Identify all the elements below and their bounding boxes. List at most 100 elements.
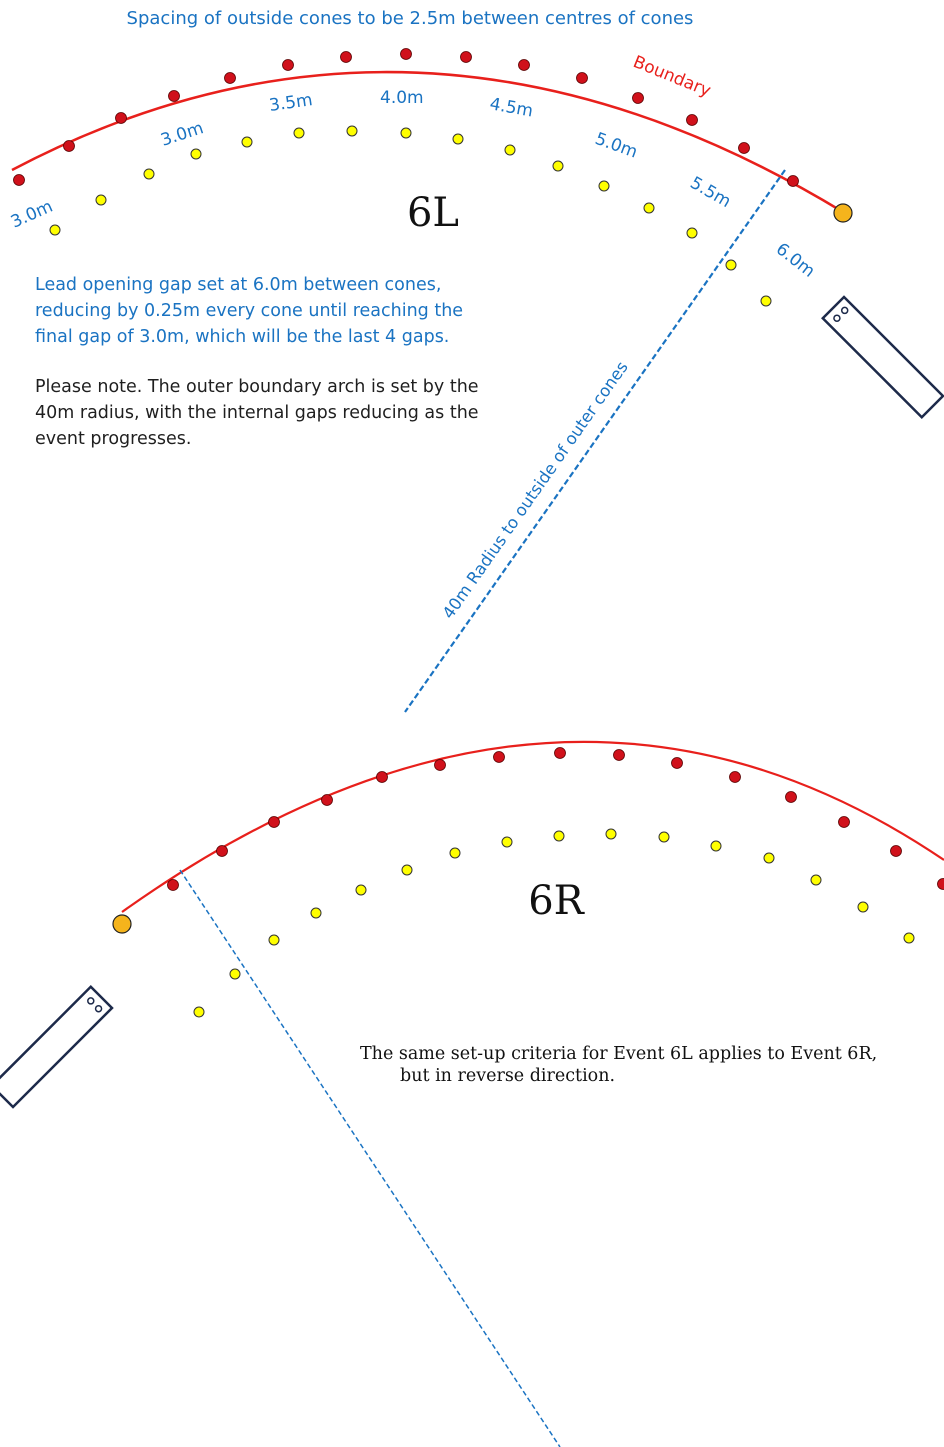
- outer-cone: [493, 751, 505, 763]
- outer-cone: [224, 72, 236, 84]
- inner-cone: [760, 295, 772, 307]
- event-title-6r: 6R: [528, 878, 585, 924]
- gap-label: 3.5m: [268, 90, 314, 116]
- outer-cone: [216, 845, 228, 857]
- gap-label: 4.5m: [488, 94, 534, 121]
- start-cone-6l: [833, 203, 853, 223]
- outer-cone: [376, 771, 388, 783]
- inner-cone: [449, 847, 461, 859]
- outer-cone: [282, 59, 294, 71]
- outer-cone: [738, 142, 750, 154]
- outer-cone: [632, 92, 644, 104]
- outer-cone: [167, 879, 179, 891]
- note-line: Lead opening gap set at 6.0m between con…: [35, 275, 442, 295]
- inner-cone: [605, 828, 617, 840]
- outer-cone: [686, 114, 698, 126]
- outer-cone: [460, 51, 472, 63]
- outer-cone: [13, 174, 25, 186]
- inner-cone: [346, 125, 358, 137]
- boundary-arc-6r: [121, 740, 944, 913]
- note-line: Please note. The outer boundary arch is …: [35, 377, 479, 397]
- outer-cone: [576, 72, 588, 84]
- inner-cone: [658, 831, 670, 843]
- outer-cone: [115, 112, 127, 124]
- platform-hole-icon: [87, 997, 95, 1005]
- gap-label: 6.0m: [772, 239, 819, 282]
- inner-cone: [725, 259, 737, 271]
- outer-cone: [340, 51, 352, 63]
- start-cone-6r: [112, 914, 132, 934]
- boundary-label: Boundary: [630, 52, 713, 101]
- outer-cone: [937, 878, 944, 890]
- gap-label: 5.0m: [592, 129, 640, 163]
- inner-cone: [49, 224, 61, 236]
- inner-cone: [355, 884, 367, 896]
- outer-cones-6r: [167, 747, 944, 891]
- outer-cone: [890, 845, 902, 857]
- inner-cone: [710, 840, 722, 852]
- note-line: reducing by 0.25m every cone until reach…: [35, 301, 464, 321]
- event-6r-note: The same set-up criteria for Event 6L ap…: [360, 1043, 944, 1087]
- outer-cone: [785, 791, 797, 803]
- platform-hole-icon: [840, 306, 849, 315]
- start-platform-6r: [0, 985, 114, 1109]
- note-line: event progresses.: [35, 429, 192, 449]
- outer-cone: [787, 175, 799, 187]
- start-platform-6l: [821, 295, 944, 419]
- inner-cone: [310, 907, 322, 919]
- boundary-arc-6l: [11, 70, 844, 214]
- outer-cone: [434, 759, 446, 771]
- event-title-6l: 6L: [407, 190, 459, 236]
- gap-label: 3.0m: [158, 118, 206, 150]
- inner-cone: [857, 901, 869, 913]
- rectangle-platform-icon: [821, 295, 944, 419]
- inner-cone: [241, 136, 253, 148]
- inner-cone: [810, 874, 822, 886]
- inner-cones-6l: [49, 125, 772, 307]
- platform-hole-icon: [94, 1004, 103, 1013]
- platform-hole-icon: [833, 314, 841, 322]
- spacing-note: Spacing of outside cones to be 2.5m betw…: [127, 8, 694, 29]
- inner-cone: [553, 830, 565, 842]
- outer-cone: [613, 749, 625, 761]
- note-line: but in reverse direction.: [400, 1066, 616, 1086]
- inner-cone: [763, 852, 775, 864]
- outer-cone: [168, 90, 180, 102]
- gap-label: 3.0m: [8, 197, 56, 233]
- gap-label: 4.0m: [380, 88, 424, 108]
- inner-cone: [452, 133, 464, 145]
- note-line: The same set-up criteria for Event 6L ap…: [360, 1044, 878, 1064]
- inner-cone: [686, 227, 698, 239]
- note-line: final gap of 3.0m, which will be the las…: [35, 327, 450, 347]
- outer-cone: [518, 59, 530, 71]
- inner-cone: [293, 127, 305, 139]
- inner-cone: [552, 160, 564, 172]
- inner-cone: [401, 864, 413, 876]
- outer-cone: [268, 816, 280, 828]
- outer-cone: [321, 794, 333, 806]
- gap-label: 5.5m: [687, 173, 735, 212]
- outer-cones-6l: [13, 48, 799, 187]
- inner-cone: [903, 932, 915, 944]
- radius-line-6r: [179, 869, 561, 1447]
- outer-cone: [729, 771, 741, 783]
- inner-cone: [598, 180, 610, 192]
- please-note: Please note. The outer boundary arch is …: [35, 374, 515, 452]
- inner-cone: [268, 934, 280, 946]
- inner-cone: [193, 1006, 205, 1018]
- inner-cone: [504, 144, 516, 156]
- radius-line-6l: [404, 169, 786, 713]
- inner-cone: [143, 168, 155, 180]
- inner-cone: [400, 127, 412, 139]
- inner-cones-6r: [193, 828, 915, 1018]
- event-6r-group: 6R: [0, 740, 944, 1447]
- inner-cone: [643, 202, 655, 214]
- inner-cone: [95, 194, 107, 206]
- inner-cone: [190, 148, 202, 160]
- outer-cone: [400, 48, 412, 60]
- inner-cone: [501, 836, 513, 848]
- outer-cone: [671, 757, 683, 769]
- note-line: 40m radius, with the internal gaps reduc…: [35, 403, 479, 423]
- outer-cone: [554, 747, 566, 759]
